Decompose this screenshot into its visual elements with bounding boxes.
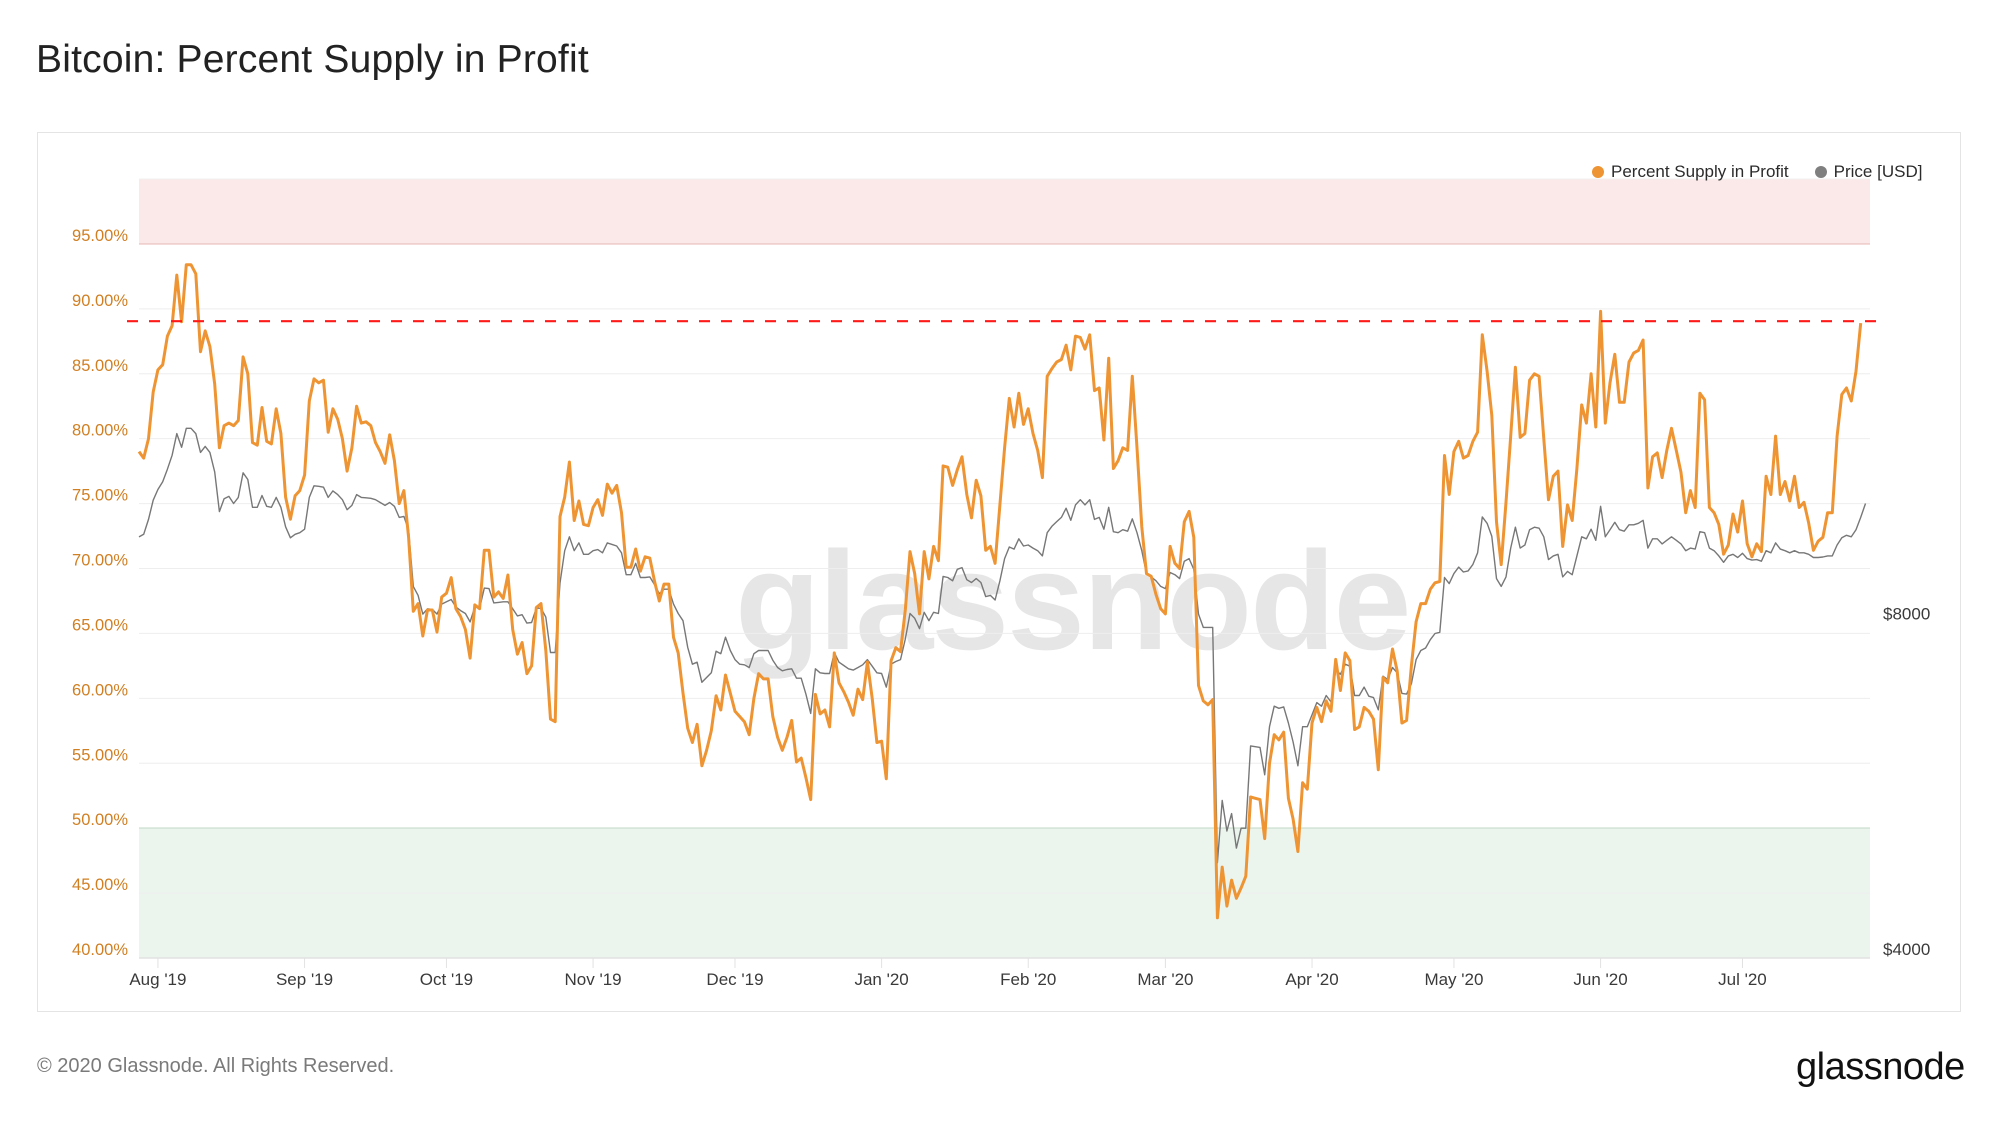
y-tick-label: 75.00% [72,487,128,505]
x-tick-label: Jun '20 [1573,970,1627,989]
y-tick-label: 80.00% [72,422,128,440]
x-tick-label: Oct '19 [420,970,473,989]
x-tick-label: Nov '19 [565,970,622,989]
x-tick-label: May '20 [1424,970,1483,989]
copyright-footer: © 2020 Glassnode. All Rights Reserved. [37,1055,395,1077]
legend-label: Price [USD] [1833,162,1923,181]
glassnode-logo[interactable]: glassnode [1796,1046,1965,1088]
y-tick-label: 50.00% [72,811,128,829]
legend-label: Percent Supply in Profit [1611,162,1789,181]
y-tick-label: 95.00% [72,227,128,245]
y-tick-label: 85.00% [72,357,128,375]
orange-dot-icon [1592,166,1604,178]
series-lines [137,263,1867,920]
price-tick-label: $8000 [1883,605,1930,624]
x-tick-label: Apr '20 [1285,970,1338,989]
x-tick-label: Aug '19 [129,970,186,989]
gray-dot-icon [1814,166,1827,178]
chart-card [37,132,1961,1012]
y-tick-label: 60.00% [72,681,128,699]
price-tick-label: $4000 [1883,940,1930,959]
x-tick-label: Feb '20 [1000,970,1056,989]
y-tick-label: 40.00% [72,941,128,959]
legend-item-price[interactable]: Price [USD] [1814,162,1923,182]
gridlines [139,178,1870,959]
y-tick-label: 90.00% [72,292,128,310]
upper-zone-band [139,179,1870,244]
x-tick-label: Dec '19 [706,970,763,989]
y-tick-label: 65.00% [72,616,128,634]
y-axis-right: $8000 $4000 [1883,605,1930,959]
y-axis-left: 40.00% 45.00% 50.00% 55.00% 60.00% 65.00% 70.0… [72,227,128,959]
x-tick-label: Sep '19 [276,970,333,989]
percent-supply-in-profit-line [137,263,1863,920]
x-tick-label: Jul '20 [1718,970,1767,989]
legend-item-percent-supply[interactable]: Percent Supply in Profit [1592,162,1789,182]
x-axis: Aug '19 Sep '19 Oct '19 Nov '19 Dec '19 Jan '… [129,957,1870,989]
y-tick-label: 55.00% [72,746,128,764]
y-tick-label: 70.00% [72,552,128,570]
x-tick-label: Mar '20 [1137,970,1193,989]
legend: Percent Supply in Profit Price [USD] [1592,162,1922,182]
y-tick-label: 45.00% [72,876,128,894]
x-tick-label: Jan '20 [854,970,908,989]
page-title: Bitcoin: Percent Supply in Profit [36,38,589,81]
